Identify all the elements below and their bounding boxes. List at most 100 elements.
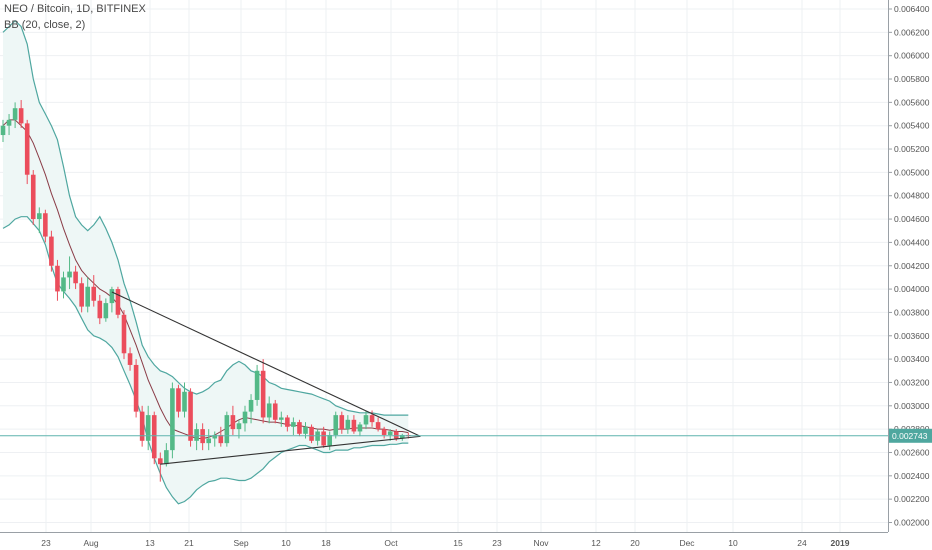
candle-up bbox=[333, 415, 339, 435]
x-tick-label: Sep bbox=[233, 538, 248, 548]
candle-down bbox=[375, 422, 381, 430]
y-tick-label: 0.002200 bbox=[894, 494, 930, 504]
y-tick-label: 0.004600 bbox=[894, 214, 930, 224]
candle-up bbox=[109, 289, 115, 304]
candles bbox=[0, 100, 411, 482]
price-axis[interactable]: 0.006400 0.006200 0.006000 0.005800 0.005600… bbox=[888, 0, 932, 532]
candle-up bbox=[345, 419, 351, 430]
y-tick-label: 0.002600 bbox=[894, 447, 930, 457]
x-tick-label: 23 bbox=[492, 538, 502, 548]
y-tick-label: 0.004000 bbox=[894, 284, 930, 294]
candle-up bbox=[12, 108, 18, 120]
candle-up bbox=[103, 303, 109, 319]
x-tick-label: 10 bbox=[728, 538, 738, 548]
candle-down bbox=[176, 388, 181, 412]
candle-up bbox=[206, 438, 211, 444]
candle-down bbox=[158, 458, 163, 465]
candle-down bbox=[285, 417, 290, 427]
x-tick-label: 10 bbox=[281, 538, 291, 548]
lower-band-line bbox=[2, 216, 409, 505]
chart-title[interactable]: NEO / Bitcoin, 1D, BITFINEX bbox=[4, 3, 146, 15]
candle-up bbox=[224, 415, 230, 444]
candle-up bbox=[242, 411, 248, 424]
candle-down bbox=[188, 391, 193, 441]
candle-down bbox=[49, 236, 54, 266]
candle-down bbox=[260, 370, 266, 418]
trendline bbox=[111, 291, 421, 437]
candle-down bbox=[393, 431, 399, 439]
y-tick-label: 0.005600 bbox=[894, 97, 930, 107]
candle-down bbox=[139, 411, 145, 441]
x-tick-label: Oct bbox=[384, 538, 398, 548]
x-tick-label: 13 bbox=[145, 538, 155, 548]
candle-down bbox=[230, 415, 236, 430]
candle-down bbox=[381, 429, 387, 435]
candle-down bbox=[79, 283, 84, 307]
candle-up bbox=[236, 423, 242, 430]
candle-up bbox=[266, 403, 272, 418]
y-tick-label: 0.004400 bbox=[894, 237, 930, 247]
candle-up bbox=[67, 271, 72, 278]
x-tick-label: 23 bbox=[41, 538, 51, 548]
candle-up bbox=[85, 286, 90, 307]
band-fill bbox=[3, 20, 409, 504]
candle-down bbox=[339, 415, 345, 430]
y-tick-label: 0.002400 bbox=[894, 471, 930, 481]
candle-down bbox=[73, 271, 78, 284]
candle-down bbox=[91, 286, 97, 301]
y-tick-label: 0.005200 bbox=[894, 144, 930, 154]
last-price-label: 0.002743 bbox=[892, 431, 928, 441]
candle-up bbox=[327, 434, 332, 446]
candle-down bbox=[351, 419, 357, 432]
trendlines bbox=[0, 291, 888, 465]
x-tick-label: 24 bbox=[797, 538, 807, 548]
candle-up bbox=[0, 125, 6, 136]
candle-down bbox=[127, 353, 133, 365]
y-tick-label: 0.003200 bbox=[894, 377, 930, 387]
candle-down bbox=[121, 314, 127, 354]
candle-down bbox=[43, 213, 48, 237]
candle-down bbox=[30, 174, 36, 220]
candle-down bbox=[97, 300, 103, 319]
candle-down bbox=[297, 422, 302, 434]
time-axis[interactable]: 23 Aug 13 21 Sep 10 18 Oct 15 23 Nov 12 20 Dec 10 24 201… bbox=[0, 532, 888, 549]
x-tick-label: Dec bbox=[679, 538, 695, 548]
candle-down bbox=[272, 403, 278, 420]
candle-up bbox=[170, 388, 175, 451]
x-tick-label: 20 bbox=[630, 538, 640, 548]
candle-up bbox=[37, 213, 42, 220]
candle-down bbox=[369, 415, 375, 423]
candle-up bbox=[363, 415, 369, 425]
candle-down bbox=[24, 123, 30, 175]
candle-up bbox=[6, 119, 12, 126]
x-tick-label: 18 bbox=[321, 538, 331, 548]
candle-up bbox=[61, 277, 66, 292]
y-tick-label: 0.006000 bbox=[894, 51, 930, 61]
y-tick-label: 0.006400 bbox=[894, 4, 930, 14]
y-tick-label: 0.003000 bbox=[894, 401, 930, 411]
candle-up bbox=[194, 429, 199, 441]
candle-up bbox=[291, 422, 296, 427]
candle-down bbox=[151, 415, 157, 459]
y-tick-label: 0.005400 bbox=[894, 121, 930, 131]
indicator-legend[interactable]: BB (20, close, 2) bbox=[4, 19, 86, 31]
x-tick-label: Aug bbox=[83, 538, 98, 548]
y-tick-label: 0.004200 bbox=[894, 261, 930, 271]
candle-up bbox=[303, 426, 308, 434]
y-tick-label: 0.002000 bbox=[894, 517, 930, 527]
candle-down bbox=[321, 431, 326, 446]
grid bbox=[0, 0, 888, 532]
last-price-badge bbox=[889, 428, 932, 443]
candle-down bbox=[55, 265, 60, 292]
y-tick-label: 0.004800 bbox=[894, 191, 930, 201]
y-tick-label: 0.005800 bbox=[894, 74, 930, 84]
candle-up bbox=[279, 417, 284, 420]
candle-down bbox=[309, 426, 314, 441]
x-tick-label: Nov bbox=[533, 538, 549, 548]
x-tick-label: 21 bbox=[184, 538, 194, 548]
y-tick-label: 0.005000 bbox=[894, 167, 930, 177]
candle-down bbox=[18, 108, 24, 124]
upper-band-line bbox=[2, 19, 409, 416]
